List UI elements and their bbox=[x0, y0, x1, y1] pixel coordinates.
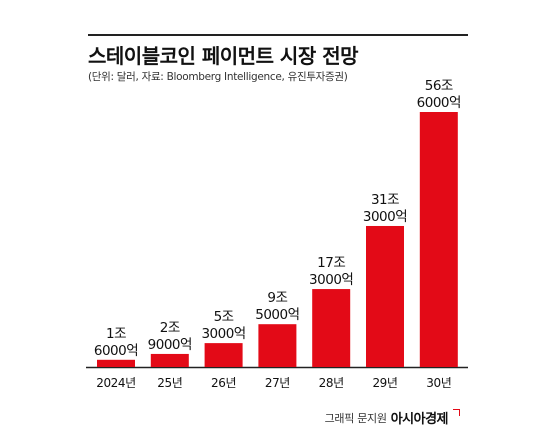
bar-value-label: 3000억 bbox=[309, 272, 353, 288]
bar bbox=[419, 112, 458, 367]
bar-value-label: 17조 bbox=[317, 255, 345, 271]
bar-value-label: 1조 bbox=[106, 326, 126, 342]
bar-value-label: 9000억 bbox=[148, 337, 192, 353]
graphic-credit: 그래픽 문지원 bbox=[324, 411, 387, 425]
bar-value-label: 3000억 bbox=[201, 326, 245, 342]
footer: 그래픽 문지원 아시아경제 bbox=[325, 408, 460, 427]
x-tick-label: 2024년 bbox=[96, 376, 136, 390]
bar bbox=[204, 343, 243, 367]
bar bbox=[366, 225, 404, 367]
logo-mark-icon bbox=[453, 409, 460, 416]
top-rule bbox=[88, 34, 468, 36]
bar-value-label: 3000억 bbox=[363, 209, 407, 225]
bar bbox=[312, 289, 351, 367]
publisher-logo: 아시아경제 bbox=[390, 412, 449, 427]
chart-subtitle: (단위: 달러, 자료: Bloomberg Intelligence, 유진투… bbox=[88, 71, 348, 83]
x-tick-label: 27년 bbox=[265, 376, 290, 390]
bar-value-label: 6000억 bbox=[94, 343, 138, 359]
bar bbox=[258, 324, 297, 367]
x-tick-label: 26년 bbox=[211, 376, 236, 390]
bar-value-label: 6000억 bbox=[417, 95, 461, 111]
bar bbox=[150, 353, 189, 367]
bar-value-label: 5000억 bbox=[255, 307, 299, 323]
bar bbox=[97, 359, 135, 367]
x-tick-label: 29년 bbox=[372, 376, 397, 390]
bar-value-label: 31조 bbox=[371, 192, 399, 208]
x-tick-label: 28년 bbox=[319, 376, 344, 390]
x-tick-label: 25년 bbox=[157, 376, 182, 390]
x-tick-label: 30년 bbox=[426, 376, 451, 390]
bar-value-label: 5조 bbox=[214, 309, 234, 325]
bar-value-label: 56조 bbox=[425, 78, 453, 94]
bar-value-label: 2조 bbox=[160, 320, 180, 336]
bar-value-label: 9조 bbox=[267, 290, 287, 306]
chart-title: 스테이블코인 페이먼트 시장 전망 bbox=[88, 44, 359, 68]
